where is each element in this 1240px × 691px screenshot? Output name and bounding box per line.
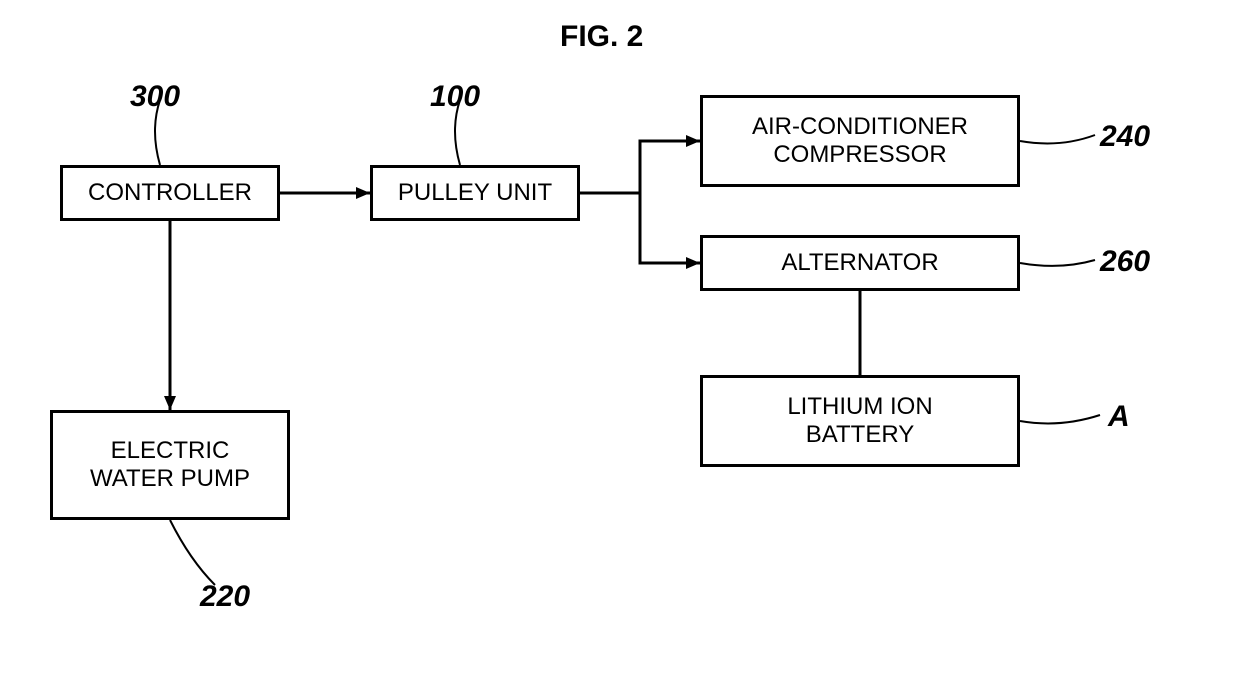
figure-title: FIG. 2 (560, 20, 643, 54)
ref-label-battery: A (1108, 400, 1130, 434)
node-air-conditioner-compressor: AIR-CONDITIONERCOMPRESSOR (700, 95, 1020, 187)
ref-label-controller: 300 (130, 80, 180, 114)
node-battery-label: LITHIUM IONBATTERY (787, 393, 932, 448)
node-pulley-unit-label: PULLEY UNIT (398, 179, 552, 207)
node-ewp-label: ELECTRICWATER PUMP (90, 437, 250, 492)
node-pulley-unit: PULLEY UNIT (370, 165, 580, 221)
node-electric-water-pump: ELECTRICWATER PUMP (50, 410, 290, 520)
ref-label-alternator: 260 (1100, 245, 1150, 279)
connector-overlay (0, 0, 1240, 691)
ref-label-compressor: 240 (1100, 120, 1150, 154)
ref-label-pulley: 100 (430, 80, 480, 114)
node-alternator: ALTERNATOR (700, 235, 1020, 291)
ref-label-ewp: 220 (200, 580, 250, 614)
node-compressor-label: AIR-CONDITIONERCOMPRESSOR (752, 113, 968, 168)
node-controller: CONTROLLER (60, 165, 280, 221)
node-controller-label: CONTROLLER (88, 179, 252, 207)
node-alternator-label: ALTERNATOR (781, 249, 938, 277)
node-lithium-ion-battery: LITHIUM IONBATTERY (700, 375, 1020, 467)
